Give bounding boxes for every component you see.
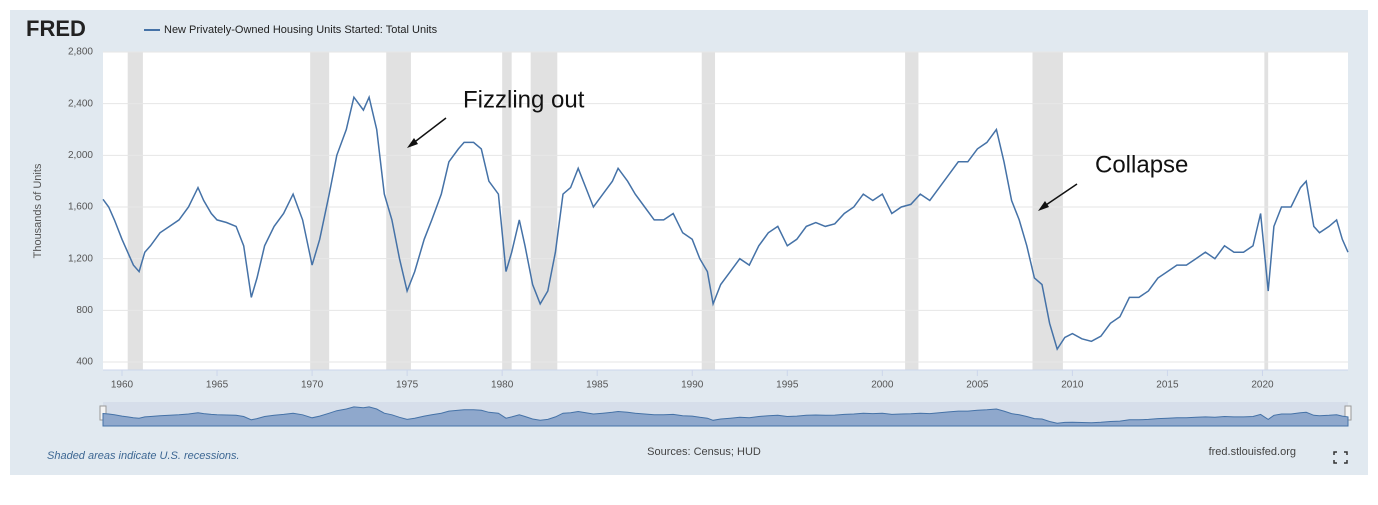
y-tick-label: 2,000: [68, 150, 93, 161]
recession-band: [1264, 52, 1269, 370]
x-tick-label: 2020: [1251, 380, 1274, 391]
y-tick-label: 2,800: [68, 47, 93, 58]
x-tick-label: 1970: [301, 380, 324, 391]
annotation: Collapse: [1095, 151, 1188, 178]
footer-note: Shaded areas indicate U.S. recessions.: [47, 450, 240, 462]
navigator-line: [102, 406, 1349, 427]
recession-band: [127, 52, 143, 370]
x-tick-label: 2005: [966, 380, 989, 391]
x-tick-label: 2015: [1156, 380, 1179, 391]
plot-area: [103, 52, 1348, 370]
y-axis-label: Thousands of Units: [32, 163, 44, 258]
fullscreen-icon[interactable]: [1333, 451, 1348, 464]
y-tick-label: 400: [76, 357, 93, 368]
recession-band: [310, 52, 330, 370]
y-tick-label: 1,600: [68, 202, 93, 213]
annotation-arrow: [1042, 183, 1078, 208]
arrowhead: [407, 138, 418, 148]
x-tick-label: 1995: [776, 380, 799, 391]
y-tick-label: 800: [76, 305, 93, 316]
arrowhead: [1038, 201, 1049, 211]
series-line: [102, 94, 1349, 351]
x-tick-label: 1980: [491, 380, 514, 391]
x-tick-label: 1990: [681, 380, 704, 391]
annotation: Fizzling out: [463, 86, 585, 113]
recession-band: [386, 52, 411, 370]
x-tick-label: 2000: [871, 380, 894, 391]
plot: 400 800 1,200 1,600 2,000 2,400 2,800 1960 1965 1…: [68, 47, 1349, 391]
recession-band: [502, 52, 512, 370]
x-tick-label: 2010: [1061, 380, 1084, 391]
x-tick-label: 1975: [396, 380, 419, 391]
footer-site: fred.stlouisfed.org: [1209, 446, 1296, 458]
x-tick-label: 1965: [206, 380, 229, 391]
x-tick-label: 1985: [586, 380, 609, 391]
footer-sources: Sources: Census; HUD: [647, 446, 761, 458]
recession-band: [1032, 52, 1063, 370]
legend: New Privately-Owned Housing Units Starte…: [164, 24, 438, 36]
y-tick-label: 1,200: [68, 253, 93, 264]
y-tick-label: 2,400: [68, 98, 93, 109]
logo: FRED: [26, 16, 86, 41]
recession-band: [905, 52, 919, 370]
recession-band: [701, 52, 716, 370]
annotation-arrow: [411, 117, 447, 145]
recession-band: [530, 52, 558, 370]
x-tick-label: 1960: [111, 380, 134, 391]
